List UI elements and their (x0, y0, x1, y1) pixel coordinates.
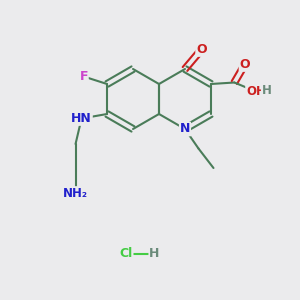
Text: O: O (239, 58, 250, 71)
Text: OH: OH (246, 85, 266, 98)
Text: O: O (196, 43, 207, 56)
Text: Cl: Cl (119, 247, 133, 260)
Text: NH₂: NH₂ (63, 187, 88, 200)
Text: F: F (80, 70, 88, 83)
Text: N: N (180, 122, 190, 136)
Text: HN: HN (71, 112, 92, 125)
Text: H: H (149, 247, 160, 260)
Text: H: H (262, 83, 272, 97)
